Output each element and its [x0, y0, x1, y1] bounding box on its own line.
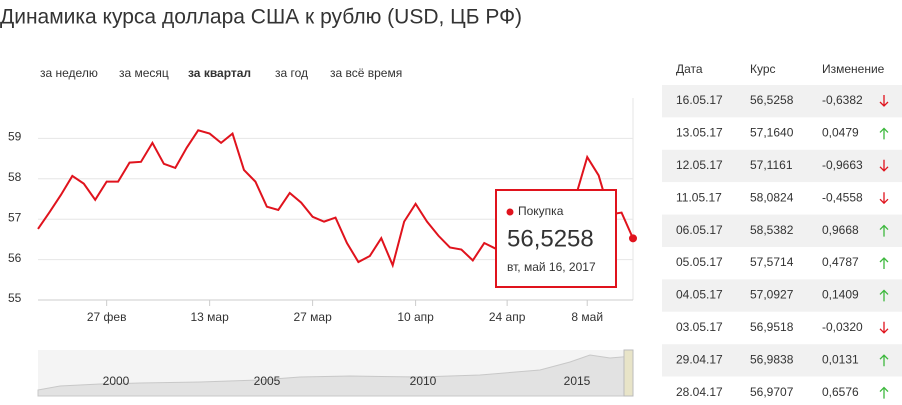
table-cell: 0,0479	[822, 126, 859, 140]
trend-arrow	[879, 224, 889, 237]
x-tick-label: 27 фев	[87, 310, 127, 324]
table-cell: 57,0927	[750, 288, 794, 302]
table-cell: 0,9668	[822, 223, 859, 237]
navigator-label: 2010	[410, 374, 437, 388]
table-header: Курс	[750, 62, 776, 76]
x-tick-label: 10 апр	[397, 310, 434, 324]
table-cell: -0,9663	[822, 158, 863, 172]
navigator-label: 2005	[254, 374, 281, 388]
y-tick-label: 56	[8, 251, 22, 265]
table-row	[662, 117, 902, 150]
table-row	[662, 85, 902, 118]
table-cell: -0,4558	[822, 190, 863, 204]
table-cell: 56,9707	[750, 385, 794, 399]
table-row	[662, 149, 902, 183]
table-cell: 29.04.17	[676, 352, 723, 366]
tab[interactable]: за квартал	[188, 66, 251, 80]
trend-arrow	[879, 127, 889, 140]
table-cell: 0,4787	[822, 255, 859, 269]
table-cell: 05.05.17	[676, 255, 723, 269]
trend-arrow	[879, 257, 889, 269]
last-point	[629, 234, 637, 243]
trend-arrow	[879, 95, 889, 107]
table-cell: 57,1640	[750, 126, 794, 140]
x-tick-label: 24 апр	[489, 310, 526, 324]
table-cell: -0,6382	[822, 93, 863, 107]
table-row	[662, 214, 902, 247]
navigator-label: 2015	[564, 374, 591, 388]
y-tick-label: 57	[8, 210, 22, 224]
page-title: Динамика курса доллара США к рублю (USD,…	[0, 6, 522, 29]
table-cell: 58,0824	[750, 190, 794, 204]
y-tick-label: 59	[8, 130, 22, 144]
trend-arrow	[879, 386, 889, 399]
table-cell: 56,5258	[750, 93, 794, 107]
table-row	[662, 247, 902, 280]
tooltip-date: вт, май 16, 2017	[507, 260, 596, 274]
table-cell: 04.05.17	[676, 288, 723, 302]
table-cell: 13.05.17	[676, 126, 723, 140]
x-tick-label: 27 мар	[293, 310, 332, 324]
tab[interactable]: за всё время	[330, 66, 402, 80]
tab[interactable]: за неделю	[40, 66, 98, 80]
table-cell: 11.05.17	[676, 190, 722, 204]
x-tick-label: 8 май	[571, 310, 603, 324]
table-row	[662, 344, 902, 377]
table-row	[662, 376, 902, 405]
trend-arrow	[879, 354, 889, 367]
table-header: Дата	[676, 62, 703, 76]
table-cell: -0,0320	[822, 320, 863, 334]
table-cell: 16.05.17	[676, 93, 723, 107]
table-cell: 28.04.17	[676, 385, 723, 399]
table-cell: 0,1409	[822, 288, 859, 302]
table-header: Изменение	[822, 62, 885, 76]
table-cell: 0,6576	[822, 385, 859, 399]
tooltip-dot	[506, 208, 514, 216]
trend-arrow	[879, 159, 889, 172]
table-cell: 12.05.17	[676, 158, 723, 172]
table-cell: 06.05.17	[676, 223, 723, 237]
table-cell: 57,5714	[750, 255, 794, 269]
tooltip-value: 56,5258	[507, 225, 594, 252]
navigator-handle[interactable]	[623, 349, 634, 397]
table-cell: 03.05.17	[676, 320, 723, 334]
table-cell: 56,9838	[750, 352, 794, 366]
y-tick-label: 58	[8, 170, 22, 184]
x-tick-label: 13 мар	[190, 310, 229, 324]
tooltip	[495, 189, 617, 288]
tab[interactable]: за год	[275, 66, 308, 80]
table-cell: 58,5382	[750, 223, 794, 237]
table-row	[662, 311, 902, 345]
tooltip-series: Покупка	[518, 204, 564, 218]
table-cell: 57,1161	[750, 158, 793, 172]
table-row	[662, 279, 902, 312]
trend-arrow	[879, 321, 889, 334]
trend-arrow	[879, 289, 889, 302]
table-row	[662, 182, 902, 215]
navigator-label: 2000	[103, 374, 130, 388]
table-cell: 56,9518	[750, 320, 794, 334]
tab[interactable]: за месяц	[119, 66, 169, 80]
y-tick-label: 55	[8, 291, 22, 305]
trend-arrow	[879, 192, 889, 205]
table-cell: 0,0131	[822, 352, 859, 366]
